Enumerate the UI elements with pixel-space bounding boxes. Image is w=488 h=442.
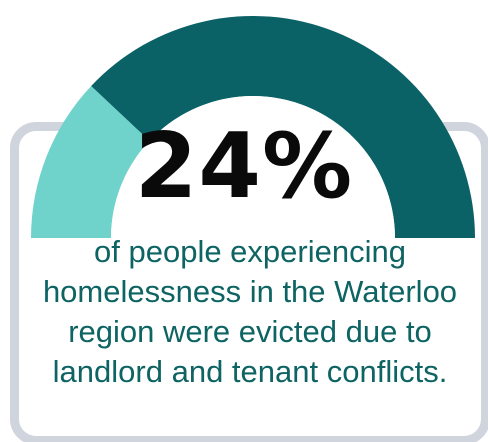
gauge-segment-evicted	[31, 86, 150, 238]
caption-text: of people experiencing homelessness in t…	[42, 234, 458, 389]
percentage-value: 24%	[134, 114, 354, 219]
gauge-center	[111, 96, 395, 238]
gauge-segment-remainder	[91, 16, 475, 239]
